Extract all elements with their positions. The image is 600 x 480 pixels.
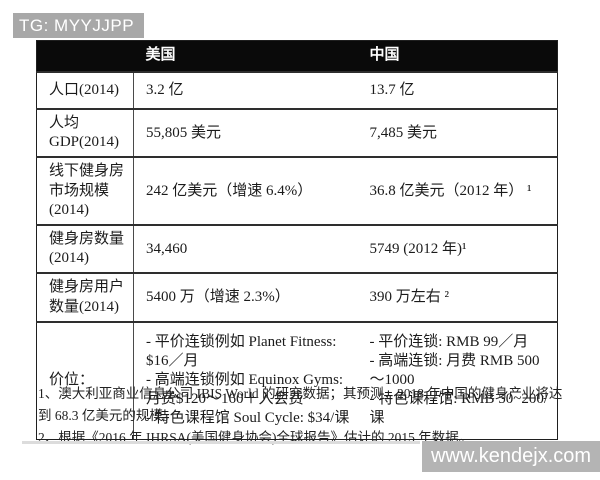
china-value: 36.8 亿美元（2012 年） ¹ xyxy=(357,156,558,225)
row-label: 价位： xyxy=(36,320,134,440)
row-label: 健身房数量 (2014) xyxy=(36,223,134,274)
table-header-row: 美国 中国 xyxy=(36,40,558,72)
china-value: 5749 (2012 年)¹ xyxy=(357,223,558,274)
china-value: 390 万左右 ² xyxy=(357,272,558,322)
usa-value: 55,805 美元 xyxy=(133,107,358,158)
table-row-gdp: 人均 GDP(2014) 55,805 美元 7,485 美元 xyxy=(36,107,558,158)
header-cell-empty xyxy=(36,40,134,72)
table-row-gym-count: 健身房数量 (2014) 34,460 5749 (2012 年)¹ xyxy=(36,223,558,274)
usa-value: 3.2 亿 xyxy=(133,71,358,109)
table-row-market-size: 线下健身房市场规模(2014) 242 亿美元（增速 6.4%） 36.8 亿美… xyxy=(36,156,558,225)
footnote-1: 1、澳大利亚商业信息公司 IBIS World 的研究数据；其预测，2018 年… xyxy=(38,386,563,423)
footnotes: 1、澳大利亚商业信息公司 IBIS World 的研究数据；其预测，2018 年… xyxy=(38,383,565,449)
watermark: www.kendejx.com xyxy=(422,441,600,472)
row-label: 人口(2014) xyxy=(36,71,134,109)
bottom-edge-divider xyxy=(22,441,420,444)
tg-badge: TG: MYYJJPP xyxy=(13,13,145,38)
china-value: 13.7 亿 xyxy=(357,71,558,109)
china-value: 7,485 美元 xyxy=(357,107,558,158)
comparison-table: 美国 中国 人口(2014) 3.2 亿 13.7 亿 人均 GDP(2014)… xyxy=(36,40,558,440)
usa-value: 34,460 xyxy=(133,223,358,274)
usa-value: 242 亿美元（增速 6.4%） xyxy=(133,156,358,225)
row-label: 线下健身房市场规模(2014) xyxy=(36,156,134,225)
header-cell-china: 中国 xyxy=(357,40,558,72)
table-row-gym-users: 健身房用户数量(2014) 5400 万（增速 2.3%） 390 万左右 ² xyxy=(36,272,558,322)
row-label: 健身房用户数量(2014) xyxy=(36,272,134,322)
row-label: 人均 GDP(2014) xyxy=(36,107,134,158)
usa-value: 5400 万（增速 2.3%） xyxy=(133,272,358,322)
usa-value: - 平价连锁例如 Planet Fitness: $16／月 - 高端连锁例如 … xyxy=(133,320,358,440)
table-row-population: 人口(2014) 3.2 亿 13.7 亿 xyxy=(36,71,558,109)
table-row-pricing: 价位： - 平价连锁例如 Planet Fitness: $16／月 - 高端连… xyxy=(36,320,558,440)
china-value: - 平价连锁: RMB 99／月 - 高端连锁: 月费 RMB 500～1000… xyxy=(357,320,558,440)
header-cell-usa: 美国 xyxy=(133,40,358,72)
